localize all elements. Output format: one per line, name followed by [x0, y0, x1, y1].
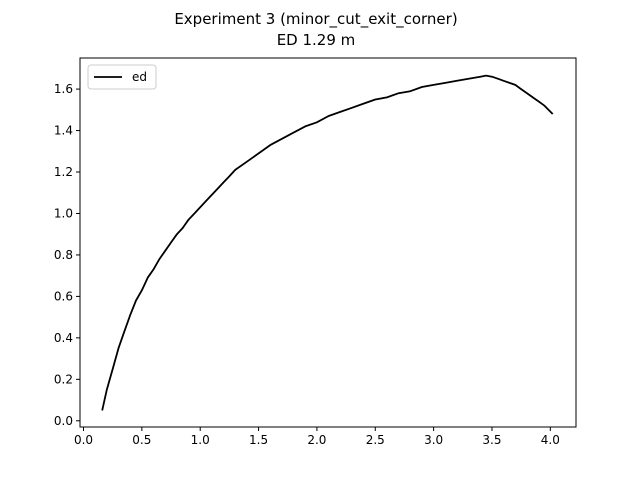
x-tick-label: 2.5 [366, 433, 385, 447]
x-tick-label: 3.5 [482, 433, 501, 447]
y-tick-label: 0.8 [54, 248, 73, 262]
y-tick-label: 1.0 [54, 206, 73, 220]
x-tick-label: 2.0 [307, 433, 326, 447]
x-tick-label: 4.0 [541, 433, 560, 447]
y-tick-label: 0.6 [54, 289, 73, 303]
x-tick-label: 1.0 [191, 433, 210, 447]
y-tick-label: 0.4 [54, 331, 73, 345]
y-tick-label: 1.2 [54, 165, 73, 179]
y-tick-label: 1.4 [54, 124, 73, 138]
x-tick-label: 3.0 [424, 433, 443, 447]
y-tick-label: 0.2 [54, 372, 73, 386]
series-line-ed [101, 74, 554, 411]
chart-subtitle: ED 1.29 m [277, 31, 356, 49]
chart-title: Experiment 3 (minor_cut_exit_corner) [174, 10, 457, 29]
legend: ed [87, 64, 157, 90]
legend-label: ed [132, 70, 147, 84]
y-tick-label: 1.6 [54, 82, 73, 96]
x-tick-label: 0.5 [132, 433, 151, 447]
plot-axes: 0.0 0.5 1.0 1.5 2.0 2.5 3.0 3.5 4.0 0.0 0.2 0.4 0.6 0… [54, 57, 577, 447]
plot-frame [79, 57, 577, 428]
series-lines [101, 74, 554, 411]
y-tick-label: 0.0 [54, 414, 73, 428]
x-tick-label: 0.0 [74, 433, 93, 447]
x-tick-label: 1.5 [249, 433, 268, 447]
